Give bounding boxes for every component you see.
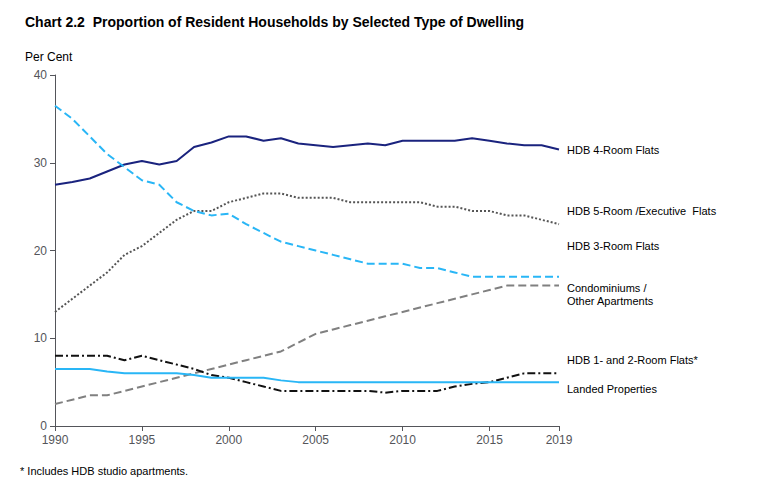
svg-text:HDB 1- and 2-Room Flats*: HDB 1- and 2-Room Flats* bbox=[567, 354, 699, 366]
svg-text:1990: 1990 bbox=[42, 433, 69, 447]
svg-text:HDB 4-Room Flats: HDB 4-Room Flats bbox=[567, 144, 660, 156]
svg-text:Chart 2.2 Proportion of Resid: Chart 2.2 Proportion of Resident Househo… bbox=[25, 14, 524, 30]
svg-text:10: 10 bbox=[34, 331, 48, 345]
svg-text:40: 40 bbox=[34, 68, 48, 82]
svg-text:Landed Properties: Landed Properties bbox=[567, 383, 657, 395]
svg-text:Condominiums /: Condominiums / bbox=[567, 282, 647, 294]
svg-text:30: 30 bbox=[34, 156, 48, 170]
svg-text:Other Apartments: Other Apartments bbox=[567, 295, 654, 307]
svg-text:Per Cent: Per Cent bbox=[25, 50, 73, 64]
svg-text:2010: 2010 bbox=[389, 433, 416, 447]
svg-text:HDB 5-Room /Executive Flats: HDB 5-Room /Executive Flats bbox=[567, 205, 717, 217]
svg-text:2005: 2005 bbox=[302, 433, 329, 447]
svg-text:1995: 1995 bbox=[129, 433, 156, 447]
svg-text:0: 0 bbox=[40, 419, 47, 433]
svg-text:HDB 3-Room Flats: HDB 3-Room Flats bbox=[567, 240, 660, 252]
svg-text:* Includes HDB studio apartmen: * Includes HDB studio apartments. bbox=[20, 465, 188, 477]
svg-text:2015: 2015 bbox=[476, 433, 503, 447]
svg-text:2019: 2019 bbox=[546, 433, 573, 447]
svg-text:20: 20 bbox=[34, 244, 48, 258]
svg-text:2000: 2000 bbox=[215, 433, 242, 447]
